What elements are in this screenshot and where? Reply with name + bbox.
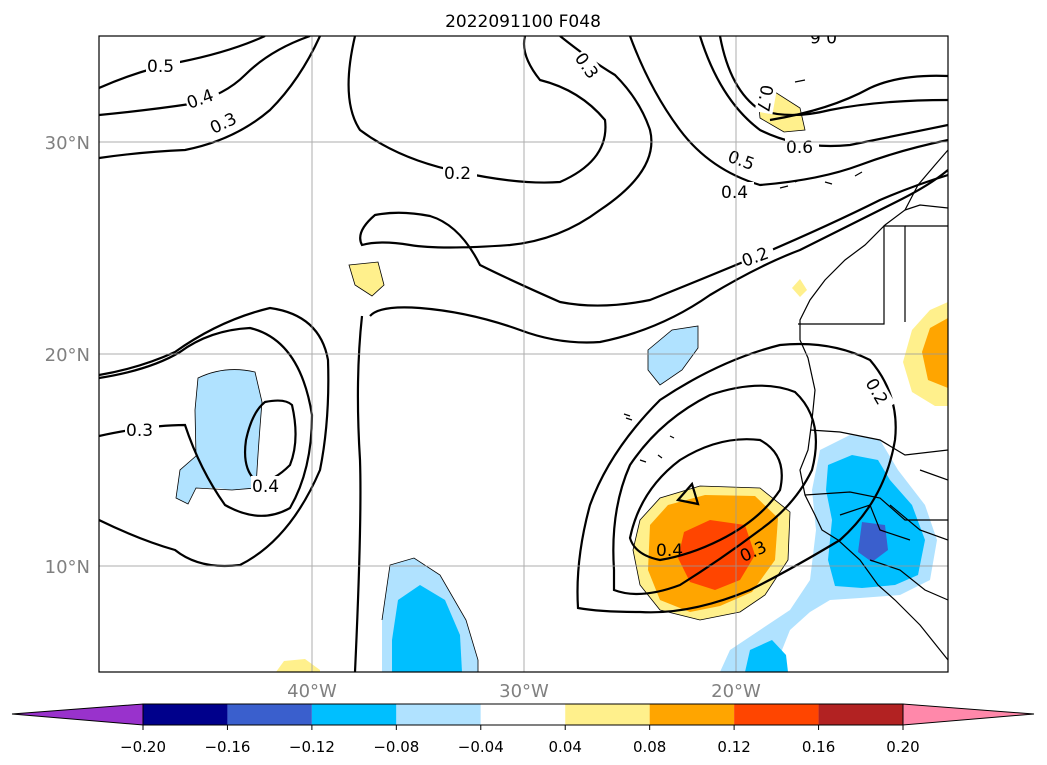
contour-label-9: 0.4	[721, 183, 748, 203]
colorbar: −0.20 −0.16 −0.12 −0.08 −0.04 0.04 0.08 0.12 0.1…	[11, 703, 1035, 756]
colorbar-tick-label: −0.04	[458, 738, 504, 756]
map-frame	[98, 35, 949, 673]
latitude-labels: 30°N 20°N 10°N	[45, 133, 90, 578]
africa-coastline	[799, 149, 948, 661]
contour-western-low-outer	[99, 306, 330, 568]
positive-anomaly-small-2	[276, 659, 320, 672]
contour-label-1: 0.5	[147, 57, 174, 77]
colorbar-tick-label: 0.16	[802, 738, 835, 756]
colorbar-segment	[818, 704, 903, 725]
colorbar-tick-label: 0.04	[549, 738, 582, 756]
colorbar-tick-label: −0.16	[204, 738, 250, 756]
contour-african-high-core	[675, 481, 700, 506]
lon-label-40w: 40°W	[287, 681, 337, 702]
contour-02-vertical	[353, 315, 364, 672]
lon-label-20w: 20°W	[711, 681, 761, 702]
colorbar-segment	[396, 704, 481, 725]
negative-anomaly-africa-dark	[858, 522, 888, 562]
map-title: 2022091100 F048	[445, 12, 601, 32]
positive-anomaly-small-4	[792, 279, 807, 297]
contour-label-15: 0.4	[656, 541, 683, 561]
negative-anomaly-south-inner	[392, 585, 462, 672]
colorbar-tick-label: −0.08	[373, 738, 419, 756]
colorbar-segment	[227, 704, 312, 725]
lat-label-20n: 20°N	[45, 345, 90, 366]
country-border-6	[839, 504, 911, 541]
colorbar-tick-label: 0.08	[633, 738, 666, 756]
lon-label-30w: 30°W	[499, 681, 549, 702]
colorbar-ticks: −0.20 −0.16 −0.12 −0.08 −0.04 0.04 0.08 0.12 0.1…	[120, 725, 920, 756]
contour-04-ne	[628, 36, 948, 187]
contour-label-4: 0.2	[444, 164, 471, 184]
country-border-8	[919, 469, 948, 481]
contour-label-11: 0.7	[752, 83, 776, 113]
colorbar-tick-label: −0.20	[120, 738, 166, 756]
contour-lines	[99, 36, 948, 672]
colorbar-segments	[142, 703, 904, 726]
negative-anomaly-small-1	[648, 326, 698, 385]
anomaly-outlines	[175, 91, 806, 672]
country-border-9	[889, 504, 948, 541]
country-border-5	[804, 491, 948, 521]
colorbar-segment	[734, 704, 819, 725]
colorbar-segment	[649, 704, 735, 725]
country-border-3	[904, 204, 948, 211]
colorbar-extend-high	[902, 703, 1035, 726]
colorbar-tick-label: 0.20	[886, 738, 919, 756]
positive-anomaly-east-orange	[922, 318, 948, 388]
contour-label-14: 0.4	[252, 477, 279, 497]
contour-label-13: 0.3	[126, 421, 153, 441]
colorbar-segment	[143, 704, 228, 725]
contour-07-ne	[769, 74, 948, 122]
contour-label-8: 0.6	[786, 138, 813, 158]
contour-african-high-outer	[576, 342, 897, 614]
contour-label-10: 0.6	[810, 26, 837, 46]
contour-02-east	[369, 169, 948, 344]
longitude-labels: 40°W 30°W 20°W	[287, 681, 761, 702]
negative-anomaly-africa-blue	[826, 455, 925, 588]
colorbar-segment	[565, 704, 650, 725]
colorbar-tick-label: 0.12	[717, 738, 750, 756]
colorbar-extend-low	[11, 703, 144, 726]
negative-anomaly-west	[176, 369, 262, 504]
colorbar-segment	[311, 704, 397, 725]
positive-anomaly-small-1	[349, 262, 384, 296]
lat-label-30n: 30°N	[45, 133, 90, 154]
colorbar-tick-label: −0.12	[289, 738, 335, 756]
contour-03-top	[99, 36, 322, 160]
contour-western-low-mid	[99, 326, 314, 517]
country-border-7	[869, 559, 948, 601]
country-border-4	[809, 429, 948, 456]
colorbar-segment	[480, 704, 566, 725]
negative-anomaly-bottom-blue	[745, 640, 788, 672]
contour-african-high-inner	[628, 438, 783, 562]
gridlines	[99, 36, 948, 672]
map-panel: 0.5 0.4 0.3 0.2 0.3 0.2 0.5 0.6 0.4 0.6	[98, 26, 949, 673]
contour-02-mid	[347, 36, 607, 184]
country-border-1	[798, 225, 906, 325]
contour-african-high-mid	[612, 384, 818, 596]
lat-label-10n: 10°N	[45, 557, 90, 578]
cape-verde-islands	[623, 413, 675, 463]
